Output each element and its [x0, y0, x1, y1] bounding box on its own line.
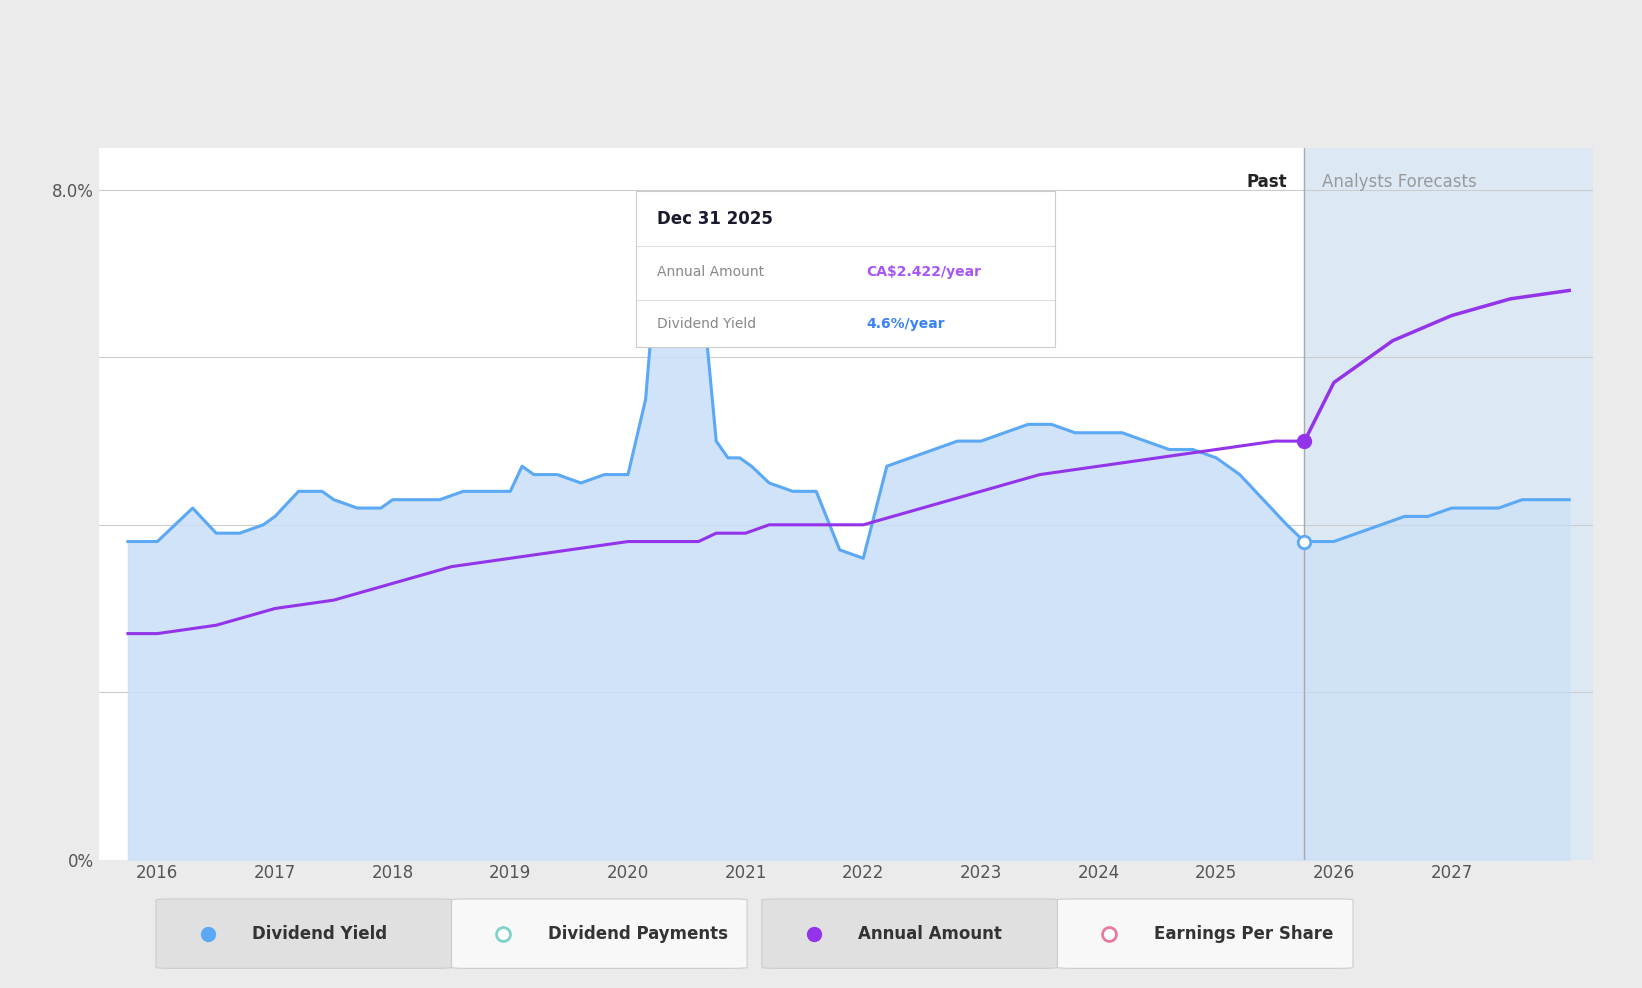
Text: Past: Past	[1246, 173, 1287, 191]
Bar	[1304, 148, 1593, 860]
Text: 4.6%/year: 4.6%/year	[867, 317, 946, 331]
FancyBboxPatch shape	[156, 899, 452, 968]
FancyBboxPatch shape	[452, 899, 747, 968]
Text: Annual Amount: Annual Amount	[657, 265, 765, 280]
FancyBboxPatch shape	[1057, 899, 1353, 968]
Text: Dec 31 2025: Dec 31 2025	[657, 210, 773, 228]
Text: Dividend Yield: Dividend Yield	[253, 925, 388, 943]
Text: Annual Amount: Annual Amount	[859, 925, 1002, 943]
Text: Earnings Per Share: Earnings Per Share	[1153, 925, 1333, 943]
Text: CA$2.422/year: CA$2.422/year	[867, 265, 982, 280]
FancyBboxPatch shape	[762, 899, 1057, 968]
Text: Dividend Payments: Dividend Payments	[548, 925, 727, 943]
Text: Dividend Yield: Dividend Yield	[657, 317, 757, 331]
Text: Analysts Forecasts: Analysts Forecasts	[1322, 173, 1476, 191]
